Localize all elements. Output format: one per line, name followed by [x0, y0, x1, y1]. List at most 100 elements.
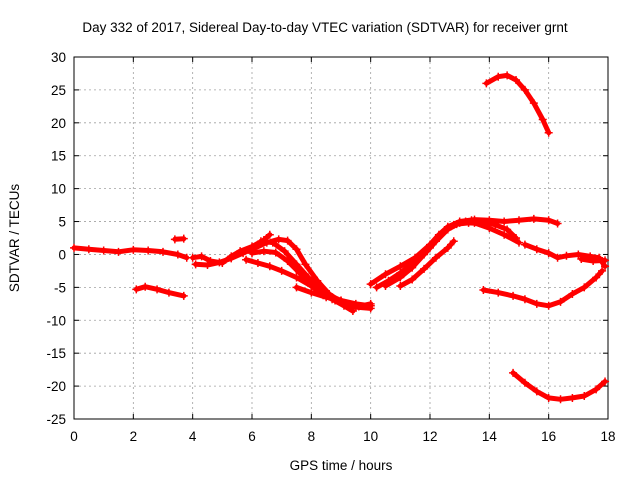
chart-title: Day 332 of 2017, Sidereal Day-to-day VTE…: [82, 20, 567, 35]
data-point: [431, 253, 440, 262]
data-point: [396, 282, 405, 291]
data-point: [159, 247, 167, 256]
data-point: [292, 273, 301, 282]
data-point: [132, 285, 141, 294]
data-point: [179, 234, 188, 243]
data-point: [580, 391, 589, 400]
data-point: [500, 217, 509, 226]
data-point: [420, 264, 429, 273]
x-tick-label: 16: [541, 429, 556, 444]
data-point: [227, 254, 236, 263]
x-tick-label: 0: [70, 429, 78, 444]
data-point: [248, 249, 256, 258]
data-point: [197, 252, 206, 261]
data-point: [153, 285, 162, 294]
data-point: [452, 220, 461, 229]
data-point: [509, 368, 518, 377]
series-arc-14: [452, 218, 485, 229]
data-point: [420, 250, 429, 259]
series-layer: [70, 71, 610, 404]
data-point: [372, 283, 381, 292]
data-point: [589, 257, 598, 266]
data-point: [304, 273, 313, 282]
data-point: [592, 385, 601, 394]
data-point: [292, 283, 301, 292]
data-point: [520, 240, 529, 249]
data-point: [381, 270, 390, 279]
data-point: [568, 289, 577, 298]
series-arc-19: [509, 368, 610, 404]
x-tick-label: 10: [363, 429, 378, 444]
data-point: [173, 250, 182, 259]
data-point: [256, 237, 265, 246]
data-point: [141, 282, 150, 291]
x-tick-label: 4: [189, 429, 197, 444]
data-point: [553, 253, 562, 262]
data-point: [464, 218, 473, 227]
x-tick-label: 12: [422, 429, 437, 444]
data-point: [366, 280, 375, 289]
data-point: [271, 248, 280, 257]
data-point: [203, 260, 212, 269]
data-point: [544, 128, 553, 137]
x-tick-label: 14: [482, 429, 498, 444]
data-point: [283, 236, 292, 245]
data-point: [277, 266, 286, 275]
data-point: [301, 260, 310, 269]
data-point: [99, 246, 108, 255]
y-tick-label: 30: [51, 50, 66, 65]
series-arc-18: [577, 255, 610, 266]
data-point: [500, 230, 509, 239]
data-point: [188, 253, 197, 262]
y-tick-label: -5: [54, 280, 66, 295]
data-point: [476, 219, 485, 228]
data-point: [520, 378, 529, 387]
data-point: [381, 282, 390, 291]
data-point: [529, 214, 538, 223]
data-point: [532, 299, 541, 308]
data-point: [544, 301, 553, 310]
data-point: [503, 225, 512, 234]
data-point: [239, 249, 248, 258]
data-point: [408, 263, 417, 272]
y-tick-label: 25: [51, 83, 66, 98]
data-point: [601, 256, 610, 265]
series-arc-17: [520, 240, 610, 271]
data-point: [553, 219, 562, 228]
data-point: [268, 238, 277, 247]
series-arc-12: [381, 216, 521, 291]
data-point: [503, 71, 512, 80]
data-point: [215, 258, 224, 267]
data-point: [529, 99, 538, 108]
data-point: [259, 247, 268, 256]
series-line: [397, 238, 457, 289]
data-point: [84, 245, 93, 254]
series-arc-15: [479, 266, 607, 310]
axis-ticks: 0 2 4 6 8 10 12 14 16 18 30 25 20 15 10 5 0 -5 -10 -15 -20 -2…: [46, 50, 615, 444]
data-point: [307, 288, 316, 297]
data-point: [494, 288, 503, 297]
y-axis-label: SDTVAR / TECUs: [7, 184, 22, 293]
y-tick-label: -20: [46, 379, 66, 394]
data-point: [532, 387, 541, 396]
data-point: [580, 283, 589, 292]
data-point: [443, 225, 452, 234]
data-point: [562, 251, 571, 260]
data-point: [164, 288, 173, 297]
data-point: [191, 260, 200, 269]
series-arc-2: [132, 282, 188, 300]
data-point: [443, 243, 452, 252]
data-point: [532, 245, 541, 254]
data-point: [512, 234, 521, 242]
series-arc-3: [170, 234, 188, 244]
data-point: [520, 85, 529, 94]
data-point: [129, 245, 138, 254]
data-point: [316, 285, 325, 294]
series-arc-16: [482, 71, 553, 137]
plot-frame: [73, 56, 609, 420]
data-point: [265, 262, 274, 271]
y-tick-label: 5: [58, 215, 66, 230]
data-point: [544, 249, 553, 258]
data-point: [601, 377, 610, 386]
